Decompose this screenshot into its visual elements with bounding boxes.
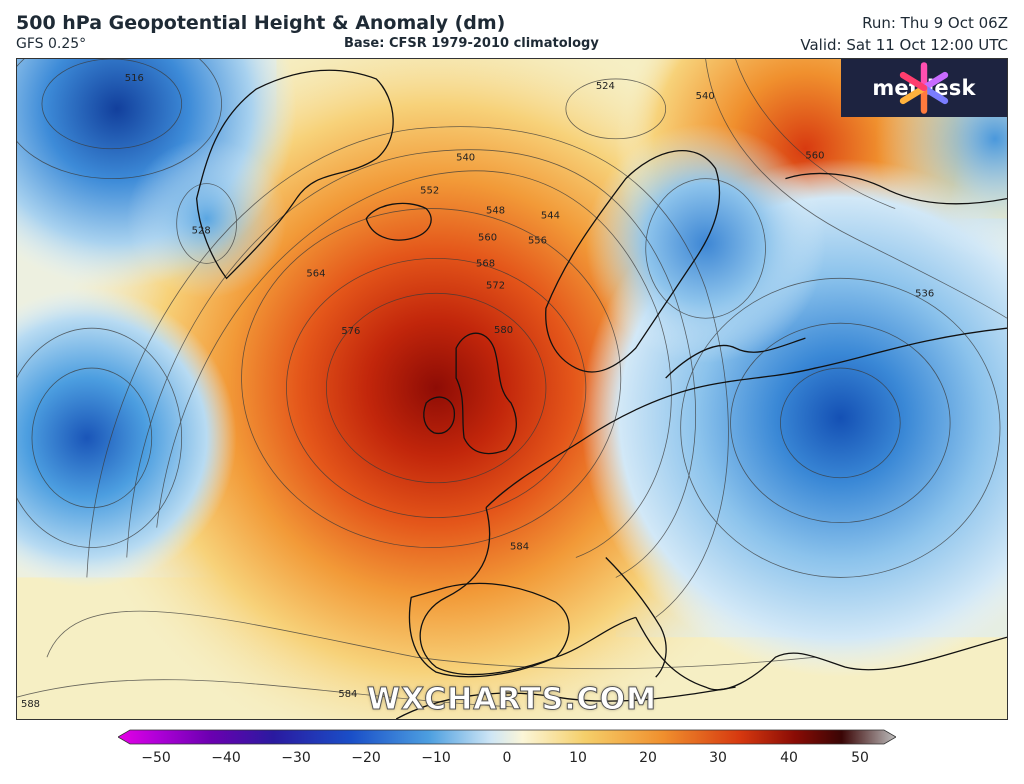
metdesk-logo[interactable]: metdesk xyxy=(841,59,1007,117)
run-time-label: Run: Thu 9 Oct 06Z xyxy=(862,14,1008,32)
contour-label: 568 xyxy=(476,258,495,269)
anomaly-colorbar: −50 −40 −30 −20 −10 0 10 20 30 40 50 xyxy=(118,728,896,778)
contour-label: 552 xyxy=(420,186,439,197)
contour-label: 528 xyxy=(192,225,211,236)
contour-label: 560 xyxy=(805,151,824,162)
colorbar-tick: −40 xyxy=(211,750,241,766)
contour-label: 548 xyxy=(486,206,505,217)
colorbar-tick: 10 xyxy=(569,750,587,766)
coastlines xyxy=(195,69,1007,719)
metdesk-logo-icon xyxy=(899,62,949,114)
contour-label: 544 xyxy=(541,211,560,222)
contour-label: 540 xyxy=(696,91,715,102)
colorbar-tick: 50 xyxy=(851,750,869,766)
colorbar-tick: 0 xyxy=(502,750,512,766)
contour-label: 580 xyxy=(494,325,513,336)
wxcharts-watermark: WXCHARTS.COM xyxy=(366,682,658,718)
contour-label: 540 xyxy=(456,153,475,164)
contour-label: 584 xyxy=(510,542,529,553)
contour-label: 524 xyxy=(596,81,615,92)
contour-label: 564 xyxy=(306,268,325,279)
colorbar-tick: −10 xyxy=(421,750,451,766)
colorbar-tick: −50 xyxy=(141,750,171,766)
contour-label: 584 xyxy=(338,689,357,700)
contour-label: 560 xyxy=(478,232,497,243)
anomaly-field: 516 524 528 536 540 540 544 548 552 556 … xyxy=(17,59,1007,719)
colorbar-tick: −30 xyxy=(281,750,311,766)
colorbar-tick: −20 xyxy=(351,750,381,766)
contour-label: 516 xyxy=(125,73,144,84)
contour-label: 536 xyxy=(915,288,934,299)
colorbar-tick: 30 xyxy=(709,750,727,766)
contour-labels: 516 524 528 536 540 540 544 548 552 556 … xyxy=(21,73,934,710)
contour-label: 576 xyxy=(341,326,360,337)
height-contours xyxy=(17,59,1007,708)
colorbar-tick: 40 xyxy=(780,750,798,766)
valid-time-label: Valid: Sat 11 Oct 12:00 UTC xyxy=(800,36,1008,54)
contour-label: 556 xyxy=(528,235,547,246)
contour-label: 588 xyxy=(21,699,40,710)
weather-map[interactable]: 516 524 528 536 540 540 544 548 552 556 … xyxy=(16,58,1008,720)
chart-title: 500 hPa Geopotential Height & Anomaly (d… xyxy=(16,12,506,34)
contour-label: 572 xyxy=(486,280,505,291)
colorbar-gradient xyxy=(118,729,896,745)
colorbar-tick: 20 xyxy=(639,750,657,766)
model-label: GFS 0.25° xyxy=(16,36,87,52)
climatology-base-label: Base: CFSR 1979-2010 climatology xyxy=(344,36,599,51)
